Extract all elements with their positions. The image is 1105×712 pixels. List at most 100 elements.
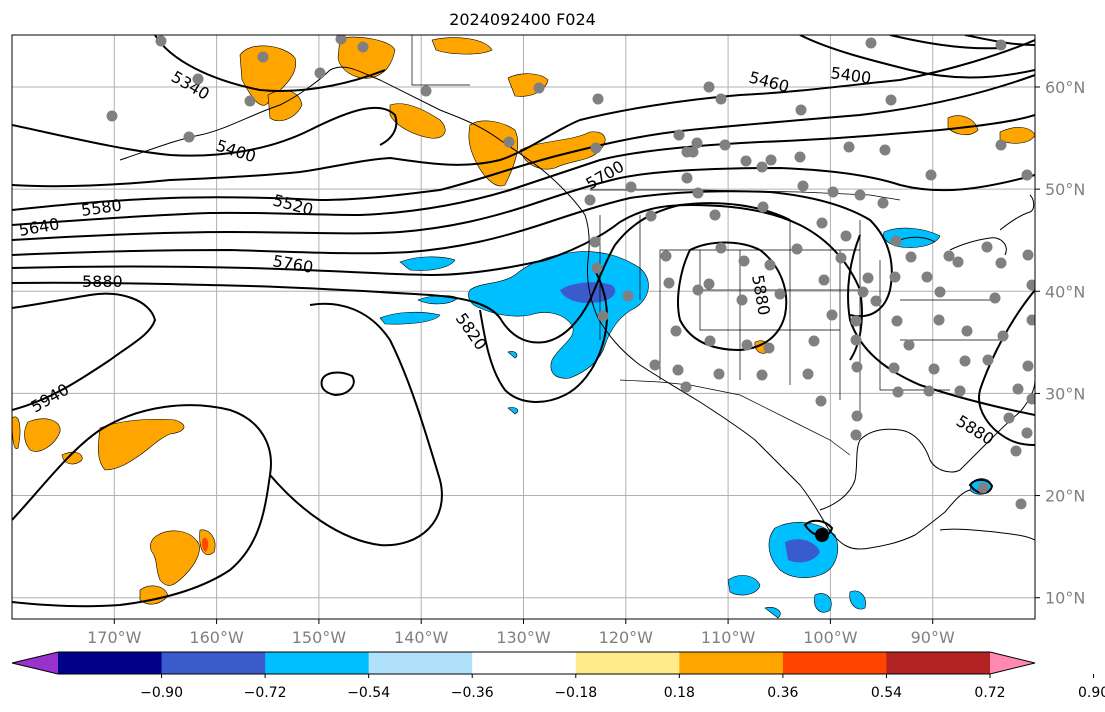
station-dot [257,51,269,63]
lat-tick-label: 50°N [1045,180,1085,199]
station-dot [795,104,807,116]
station-dot [692,187,704,199]
lat-tick-label: 60°N [1045,78,1085,97]
station-dot [1021,169,1033,181]
colorbar-tick-label: 0.54 [871,685,902,701]
longitude-axis: 170°W 160°W 150°W 140°W 130°W 120°W 110°W 100°W… [87,619,955,647]
station-dot [713,368,725,380]
station-dot [715,93,727,105]
lon-tick-label: 120°W [599,628,654,647]
station-dot [503,136,515,148]
station-dot [680,381,692,393]
station-dot [892,386,904,398]
station-dot [797,180,809,192]
station-dot [687,146,699,158]
lon-tick-label: 160°W [189,628,244,647]
station-dot [692,284,704,296]
station-dot [826,309,838,321]
station-dot [1022,249,1034,261]
station-dot [981,241,993,253]
colorbar-segment [679,652,784,674]
colorbar-tick-label: −0.72 [244,685,287,701]
colorbar: −0.90 −0.72 −0.54 −0.36 −0.18 0.18 0.36 0.54 0.7… [11,651,1105,701]
station-dot [1026,393,1035,405]
station-dot [756,161,768,173]
station-dot [622,290,634,302]
station-dot [891,315,903,327]
station-dot [704,335,716,347]
station-dot [835,252,847,264]
latitude-axis: 60°N 50°N 40°N 30°N 20°N 10°N [1035,78,1085,608]
station-dot [681,172,693,184]
station-dot [592,93,604,105]
station-dot [995,257,1007,269]
station-dot [1022,360,1034,372]
station-dot [888,362,900,374]
station-dot [865,37,877,49]
station-dot [1021,427,1033,439]
station-dot [597,310,609,322]
colorbar-tick-label: −0.18 [554,685,597,701]
station-dot [794,151,806,163]
station-dot [816,217,828,229]
height-contours [12,35,1035,608]
station-dot [890,235,902,247]
colorbar-segment [575,652,680,674]
colorbar-segment [58,652,163,674]
station-dot [1015,498,1027,510]
station-dot [672,364,684,376]
station-dot [921,271,933,283]
station-dot [1012,383,1024,395]
station-dot [1026,314,1035,326]
station-dot [879,144,891,156]
colorbar-segment [161,652,266,674]
station-dot [840,230,852,242]
station-dot [827,186,839,198]
colorbar-segment [472,652,577,674]
station-dot [357,41,369,53]
lon-tick-label: 140°W [394,628,449,647]
station-dot [765,154,777,166]
station-dot [591,262,603,274]
station-dot [989,292,1001,304]
station-dot [106,110,118,122]
colorbar-segment [782,652,887,674]
station-dot [818,274,830,286]
station-dot [183,131,195,143]
station-dot [862,272,874,284]
station-dot [850,429,862,441]
station-dot [673,129,685,141]
colorbar-outline [11,651,1036,675]
station-dot [961,325,973,337]
lon-tick-label: 150°W [292,628,347,647]
station-dot [997,330,1009,342]
station-dot [934,286,946,298]
station-dot [889,271,901,283]
contour-label: 5880 [82,272,123,291]
station-dot [954,385,966,397]
station-dot [959,355,971,367]
colorbar-segment [886,652,991,674]
colorbar-extend-min [12,652,58,674]
station-dot [244,95,256,107]
station-dot [808,335,820,347]
station-dot [420,85,432,97]
station-dot [703,81,715,93]
station-dot [1026,279,1035,291]
station-dot [763,342,775,354]
station-dot [590,142,602,154]
station-dot [854,189,866,201]
station-dot [952,256,964,268]
station-dot [851,361,863,373]
lon-tick-label: 130°W [496,628,551,647]
station-dot [850,334,862,346]
lat-tick-label: 40°N [1045,282,1085,301]
station-dot [995,139,1007,151]
station-dot [870,295,882,307]
map-title: 2024092400 F024 [449,10,596,29]
station-dot [691,137,703,149]
lat-tick-label: 30°N [1045,384,1085,403]
station-dot [815,395,827,407]
station-dot [933,314,945,326]
colorbar-tick-label: 0.90 [1078,685,1105,701]
